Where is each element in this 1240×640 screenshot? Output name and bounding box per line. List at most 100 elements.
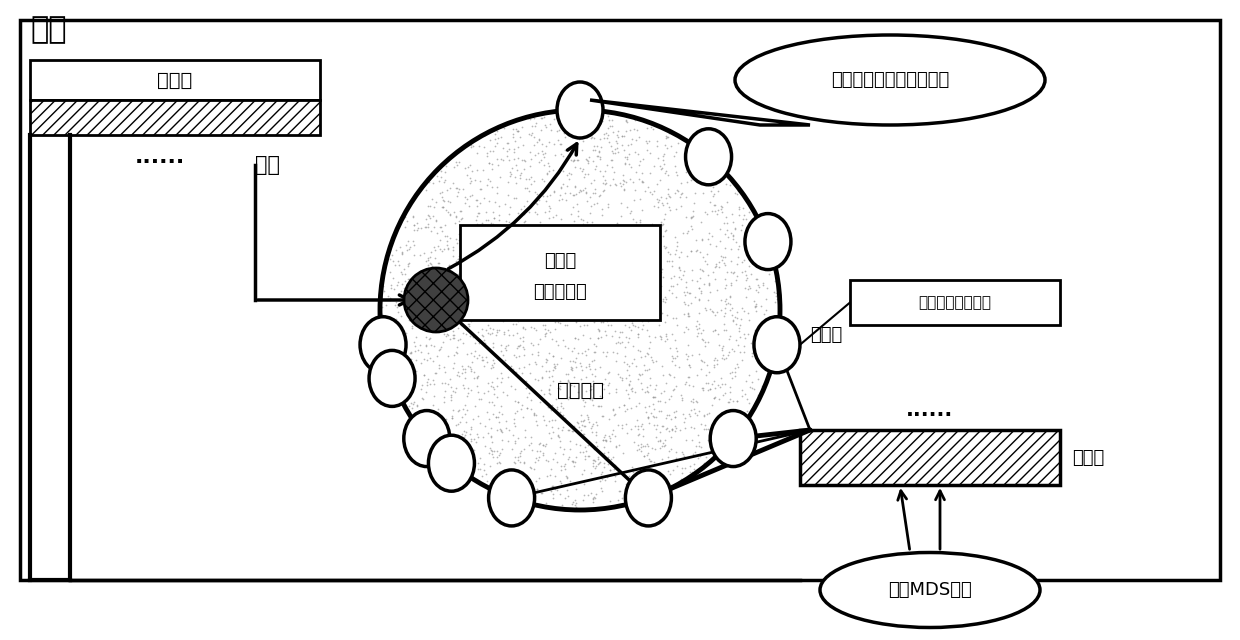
Point	[539, 385, 559, 395]
Point	[557, 320, 577, 330]
Point	[587, 489, 606, 499]
Point	[398, 259, 418, 269]
Point	[496, 355, 516, 365]
Point	[583, 122, 603, 132]
Point	[678, 300, 698, 310]
Point	[624, 354, 644, 364]
Point	[533, 240, 553, 250]
Point	[539, 200, 559, 211]
Point	[536, 324, 556, 334]
Point	[627, 415, 647, 425]
Point	[713, 252, 733, 262]
Point	[748, 224, 768, 234]
Point	[534, 321, 554, 331]
Point	[491, 340, 511, 351]
Point	[582, 300, 601, 310]
Point	[714, 379, 734, 389]
Point	[615, 177, 635, 188]
Point	[438, 278, 458, 288]
Point	[458, 388, 477, 399]
Point	[590, 332, 610, 342]
Point	[678, 380, 698, 390]
Point	[399, 401, 419, 411]
Point	[590, 362, 610, 372]
Point	[653, 483, 673, 493]
Point	[646, 290, 666, 300]
Point	[515, 362, 534, 372]
Point	[568, 275, 588, 285]
Point	[537, 191, 557, 202]
Point	[642, 221, 662, 231]
Point	[440, 182, 460, 193]
Point	[584, 198, 604, 209]
Point	[513, 209, 533, 220]
Point	[725, 312, 745, 323]
Point	[682, 275, 702, 285]
Point	[655, 397, 675, 408]
Point	[724, 188, 744, 198]
Point	[683, 381, 703, 391]
Point	[714, 310, 734, 321]
Point	[503, 350, 523, 360]
Point	[675, 296, 694, 307]
Point	[460, 173, 480, 183]
Point	[537, 122, 557, 132]
Point	[666, 343, 686, 353]
Point	[446, 256, 466, 266]
Point	[510, 333, 529, 343]
Point	[486, 255, 506, 265]
Point	[424, 242, 444, 252]
Point	[527, 416, 547, 426]
Point	[541, 282, 560, 292]
Point	[415, 185, 435, 195]
Point	[534, 148, 554, 158]
Point	[537, 471, 557, 481]
Point	[386, 314, 405, 324]
Point	[494, 316, 513, 326]
Point	[609, 147, 629, 157]
Point	[737, 275, 756, 285]
Point	[605, 326, 625, 336]
Point	[481, 396, 501, 406]
Point	[708, 176, 728, 186]
Point	[651, 266, 671, 276]
Point	[526, 410, 546, 420]
Point	[552, 478, 572, 488]
Point	[614, 184, 634, 195]
Point	[682, 350, 702, 360]
Point	[609, 369, 629, 379]
Point	[469, 394, 489, 404]
Point	[449, 287, 469, 297]
Point	[562, 365, 582, 375]
Point	[578, 344, 598, 355]
Point	[461, 316, 481, 326]
Point	[482, 159, 502, 169]
Point	[598, 301, 618, 312]
Point	[608, 420, 627, 430]
Point	[660, 191, 680, 202]
Point	[392, 350, 412, 360]
Point	[455, 399, 475, 410]
Point	[650, 444, 670, 454]
Point	[575, 169, 595, 179]
Point	[652, 294, 672, 304]
Point	[481, 360, 501, 370]
Point	[632, 316, 652, 326]
Point	[572, 282, 591, 292]
Point	[631, 446, 651, 456]
Point	[650, 175, 670, 185]
Point	[415, 332, 435, 342]
Point	[594, 435, 614, 445]
Point	[655, 440, 675, 451]
Point	[580, 364, 600, 374]
Point	[689, 283, 709, 293]
Point	[392, 278, 412, 289]
Point	[464, 414, 484, 424]
Point	[737, 270, 756, 280]
Point	[444, 386, 464, 396]
Point	[569, 120, 589, 130]
Point	[544, 358, 564, 369]
Point	[494, 327, 513, 337]
Point	[556, 458, 575, 468]
Point	[418, 219, 438, 229]
